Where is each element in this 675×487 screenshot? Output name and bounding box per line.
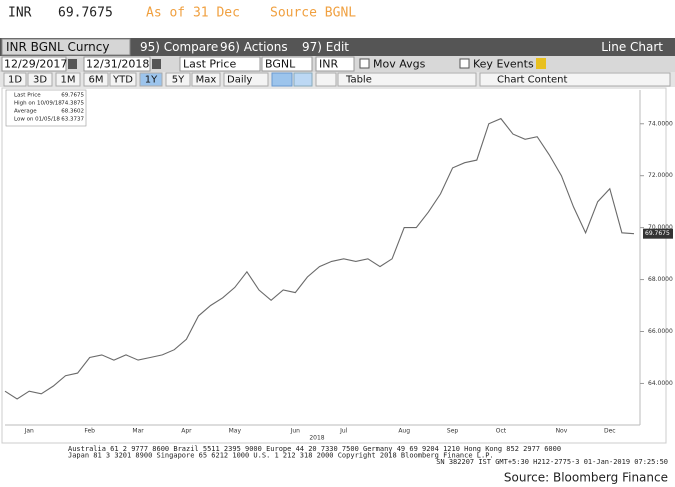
footer-line: Australia 61 2 9777 8600 Brazil 5511 239…: [68, 445, 561, 453]
mov-avgs: Mov Avgs: [373, 58, 426, 71]
range-label: YTD: [112, 75, 133, 86]
credit: Source: Bloomberg Finance: [504, 471, 668, 485]
price-line: [4, 117, 635, 400]
last-price-tag: [643, 228, 673, 239]
range-button[interactable]: [3, 72, 27, 87]
footer: Australia 61 2 9777 8600 Brazil 5511 239…: [68, 445, 668, 466]
range-label: 1Y: [145, 75, 158, 86]
legend-items: Last Price 69.7675 High on 10/09/18 74.3875…: [14, 93, 84, 123]
range-label: 5Y: [172, 75, 185, 86]
range-label: 1M: [61, 75, 76, 86]
range-label: 1D: [8, 75, 22, 86]
price: 69.7675: [58, 6, 113, 21]
chart-content: Chart Content: [497, 75, 568, 86]
x-tick-label: Nov: [556, 428, 568, 435]
source-box[interactable]: [261, 56, 313, 72]
x-tick-label: Jun: [290, 428, 301, 435]
y-tick-label: 68.0000: [648, 276, 673, 283]
legend-value: 63.3737: [61, 117, 84, 123]
last-price-label: 69.7675: [645, 230, 670, 237]
legend-label: Low on 01/05/18: [14, 117, 60, 123]
start-date: 12/29/2017: [4, 58, 67, 71]
currency: INR: [319, 58, 338, 71]
x-tick-label: Apr: [181, 428, 192, 435]
calendar-icon[interactable]: [68, 59, 77, 69]
checkbox[interactable]: [359, 58, 370, 69]
y-tick-label: 72.0000: [648, 172, 673, 179]
range-button[interactable]: [109, 72, 137, 87]
table: Table: [345, 75, 372, 86]
security-box[interactable]: [1, 38, 131, 56]
x-tick-label: Dec: [604, 428, 616, 435]
chart-type-button[interactable]: [293, 72, 313, 87]
actions-menu[interactable]: 96) Actions: [220, 40, 288, 54]
x-tick-label: Aug: [398, 428, 410, 435]
field-box[interactable]: [179, 56, 261, 72]
legend-value: 69.7675: [61, 93, 84, 99]
x-tick-label: Feb: [84, 428, 95, 435]
range-button[interactable]: [139, 72, 163, 87]
x-tick-label: Sep: [447, 428, 459, 435]
x-tick-label: Jan: [24, 428, 34, 435]
x-tick-label: May: [229, 428, 242, 435]
currency-box[interactable]: [315, 56, 355, 72]
view-name: Line Chart: [601, 40, 663, 54]
as-of: As of 31 Dec: [146, 6, 240, 21]
range-button[interactable]: [55, 72, 81, 87]
source: Source BGNL: [270, 6, 356, 21]
info-icon[interactable]: [536, 58, 546, 69]
chart-frame: [1, 87, 667, 444]
legend-value: 74.3875: [61, 101, 84, 107]
frequency-box[interactable]: [223, 72, 269, 87]
button[interactable]: [315, 72, 337, 87]
range-label: 3D: [33, 75, 47, 86]
calendar-icon[interactable]: [152, 59, 161, 69]
footer-line: Japan 81 3 3201 8900 Singapore 65 6212 1…: [68, 452, 494, 460]
end-date-box[interactable]: [83, 56, 151, 72]
start-date-box[interactable]: [1, 56, 67, 72]
toolbar-row: [0, 38, 675, 56]
footer-line: SN 382207 IST GMT+5:30 H212-2775-3 01-Ja…: [436, 458, 668, 466]
end-date: 12/31/2018: [86, 58, 149, 71]
x-axis-label: 2018: [309, 435, 324, 442]
x-tick-label: Oct: [496, 428, 507, 435]
legend-value: 68.3602: [61, 109, 84, 115]
legend-label: Last Price: [14, 93, 41, 99]
chart-content-button[interactable]: [479, 72, 671, 87]
frequency: Daily: [227, 75, 252, 86]
field: Last Price: [183, 58, 236, 71]
legend-label: Average: [14, 109, 37, 115]
ticker: INR: [8, 6, 32, 21]
y-tick-label: 66.0000: [648, 328, 673, 335]
y-tick-label: 70.0000: [648, 224, 673, 231]
legend-label: High on 10/09/18: [14, 101, 62, 107]
range-label: 6M: [89, 75, 104, 86]
range-button[interactable]: [191, 72, 221, 87]
range-buttons: 1D 3D 1M 6M YTD 1Y 5Y Max: [3, 72, 221, 87]
compare-menu[interactable]: 95) Compare: [140, 40, 218, 54]
chart-type-button[interactable]: [271, 72, 293, 87]
y-tick-label: 64.0000: [648, 380, 673, 387]
security: INR BGNL Curncy: [6, 40, 109, 54]
edit-menu[interactable]: 97) Edit: [302, 40, 349, 54]
range-button[interactable]: [165, 72, 191, 87]
source-field: BGNL: [265, 58, 296, 71]
range-label: Max: [196, 75, 217, 86]
key-events: Key Events: [473, 58, 534, 71]
x-tick-label: Jul: [339, 428, 348, 435]
legend: [5, 89, 87, 127]
checkbox[interactable]: [459, 58, 470, 69]
table-button[interactable]: [337, 72, 477, 87]
y-tick-label: 74.0000: [648, 120, 673, 127]
x-tick-label: Mar: [132, 428, 144, 435]
range-button[interactable]: [83, 72, 109, 87]
range-button[interactable]: [27, 72, 53, 87]
